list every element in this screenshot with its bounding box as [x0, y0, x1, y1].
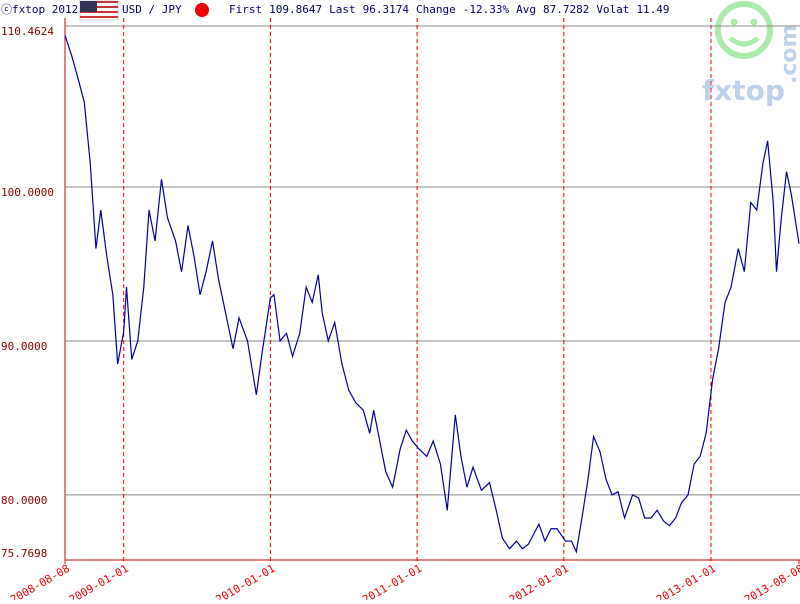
stat-label: Volat [596, 3, 629, 16]
logo-text: .com [777, 25, 800, 84]
stat-label: Avg [516, 3, 536, 16]
y-tick-label: 75.7698 [1, 547, 47, 560]
logo-smiley [715, 1, 773, 59]
logo-mouth [728, 36, 760, 47]
y-tick-label: 110.4624 [1, 25, 54, 38]
flag-canton [80, 1, 97, 12]
y-tick-label: 100.0000 [1, 186, 54, 199]
logo: fxtop .com [702, 1, 800, 107]
stats: First 109.8647 Last 96.3174 Change -12.33% Avg… [229, 3, 670, 16]
flag-stripe [80, 6, 118, 8]
flag [79, 0, 119, 21]
flag-stripe [80, 16, 118, 18]
stat-value: 109.8647 [269, 3, 322, 16]
brand: ⓒfxtop 2012 [1, 3, 78, 16]
stat-value: -12.33% [463, 3, 510, 16]
stat-value: 11.49 [636, 3, 669, 16]
flag-stripe [80, 1, 118, 3]
status-dot [195, 3, 209, 17]
y-tick-label: 80.0000 [1, 494, 47, 507]
stat-label: First [229, 3, 262, 16]
stat-value: 96.3174 [363, 3, 410, 16]
logo-eye [750, 18, 758, 26]
flag-stripe [80, 11, 118, 13]
stat-label: Last [329, 3, 356, 16]
logo-text: fxtop [702, 74, 785, 107]
stat-value: 87.7282 [543, 3, 589, 16]
logo-eye [730, 18, 738, 26]
price-line [64, 35, 800, 554]
y-tick-label: 90.0000 [1, 340, 47, 353]
pair: USD / JPY [122, 3, 182, 16]
stat-label: Change [416, 3, 456, 16]
